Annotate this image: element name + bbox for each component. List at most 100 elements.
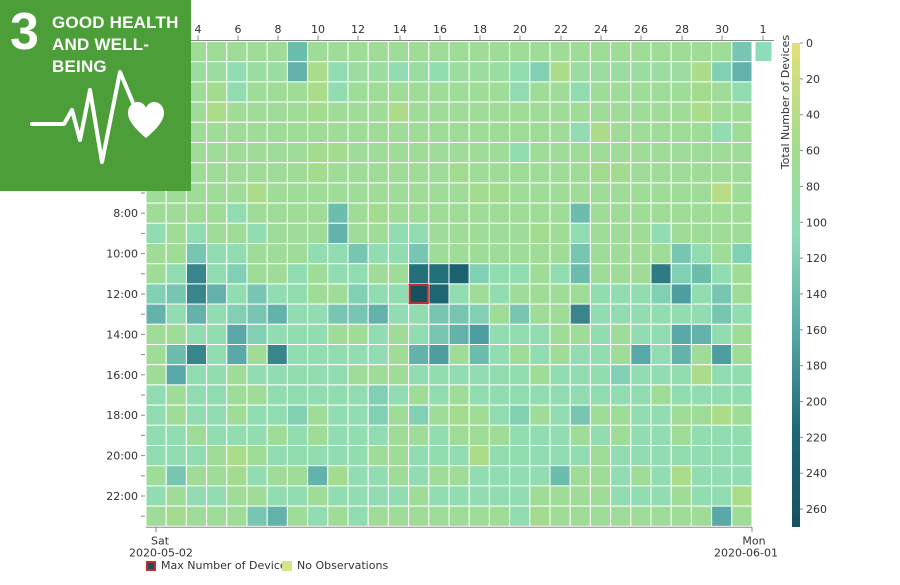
heatmap-cell <box>650 222 672 245</box>
heatmap-cell <box>327 61 349 83</box>
color-tick-label: 80 <box>806 180 820 193</box>
heatmap-cell <box>670 61 692 83</box>
heatmap-cell <box>286 323 309 345</box>
heatmap-cell <box>488 222 511 245</box>
heatmap-cell <box>589 202 612 224</box>
heatmap-cell <box>630 162 652 184</box>
heatmap-cell <box>206 323 228 345</box>
y-tick-label: 18:00 <box>106 409 138 422</box>
heatmap-cell <box>286 364 309 386</box>
heatmap-cell <box>226 182 248 204</box>
heatmap-cell <box>145 424 167 446</box>
heatmap-cell <box>165 303 187 325</box>
heatmap-cell <box>690 222 713 245</box>
heatmap-cell <box>690 162 713 184</box>
heatmap-cell <box>630 364 652 386</box>
heatmap-cell <box>670 364 692 386</box>
heatmap-cell <box>650 364 672 386</box>
heatmap-cell <box>711 323 733 345</box>
color-tick-label: 100 <box>806 216 827 229</box>
heatmap-cell <box>690 182 713 204</box>
heatmap-cell <box>549 323 571 345</box>
heatmap-cell <box>650 162 672 184</box>
heatmap-cell <box>185 283 208 305</box>
heatmap-cell <box>226 243 248 265</box>
heatmap-cell <box>367 384 389 406</box>
bottom-left-date-label: 2020-05-02 <box>129 546 193 559</box>
heatmap-cell <box>307 303 329 325</box>
heatmap-cell <box>307 222 329 245</box>
heatmap-cell <box>670 384 692 406</box>
heatmap-cell <box>266 384 288 406</box>
heatmap-cell <box>347 344 369 366</box>
heatmap-cell <box>731 283 753 305</box>
heatmap-cell <box>347 162 369 184</box>
heatmap-cell <box>650 404 672 426</box>
heatmap-cell <box>327 404 349 426</box>
heatmap-cell <box>690 61 713 83</box>
heatmap-cell <box>468 424 490 446</box>
heatmap-cell <box>711 404 733 426</box>
color-tick-label: 160 <box>806 324 827 337</box>
heatmap-cell <box>509 61 531 83</box>
heatmap-cell <box>630 81 652 103</box>
heatmap-cell <box>711 344 733 366</box>
logo-title-line2: AND WELL-BEING <box>52 35 150 76</box>
y-tick-label: 16:00 <box>106 369 138 382</box>
heatmap-cell <box>165 424 187 446</box>
top-tick-label: 4 <box>195 23 202 36</box>
heatmap-cell <box>549 222 571 245</box>
heatmap-cell <box>630 41 652 63</box>
y-tick-label: 12:00 <box>106 288 138 301</box>
heatmap-cell <box>549 263 571 285</box>
heatmap-cell <box>206 263 228 285</box>
top-tick-label: 20 <box>513 23 527 36</box>
heatmap-cell <box>387 142 410 164</box>
heatmap-cell <box>408 101 430 123</box>
heatmap-cell <box>690 465 713 487</box>
heatmap-cell <box>589 41 612 63</box>
heatmap-cell <box>630 323 652 345</box>
logo-title-line1: GOOD HEALTH <box>52 13 179 32</box>
heatmap-cell <box>428 222 450 245</box>
heatmap-cell <box>610 424 632 446</box>
heatmap-cell <box>670 344 692 366</box>
heatmap-cell <box>206 384 228 406</box>
heatmap-cell <box>549 81 571 103</box>
heatmap-cell <box>509 485 531 507</box>
heatmap-cell <box>367 222 389 245</box>
heatmap-cell <box>266 364 288 386</box>
heatmap-cell <box>367 364 389 386</box>
heatmap-cell <box>408 344 430 366</box>
heatmap-cell <box>650 202 672 224</box>
heatmap-cell <box>266 344 288 366</box>
heatmap-cell <box>569 101 591 123</box>
heatmap-cell <box>488 202 511 224</box>
top-tick-label: 16 <box>433 23 447 36</box>
heatmap-cell <box>246 142 268 164</box>
heatmap-cell <box>569 344 591 366</box>
y-tick-label: 14:00 <box>106 328 138 341</box>
color-tick-label: 40 <box>806 109 820 122</box>
heatmap-cell <box>529 465 551 487</box>
heatmap-cell <box>286 202 309 224</box>
heatmap-cell <box>367 323 389 345</box>
heatmap-cell <box>670 404 692 426</box>
heatmap-cell <box>448 344 470 366</box>
heatmap-cell <box>367 182 389 204</box>
heatmap-cell <box>468 404 490 426</box>
heatmap-cell <box>731 404 753 426</box>
heatmap-cell <box>387 162 410 184</box>
y-axis: 8:00 10:00 12:00 14:00 16:00 18:00 20:00 22:00 <box>106 51 145 517</box>
heatmap-cell <box>428 142 450 164</box>
heatmap-cell <box>488 445 511 467</box>
heatmap-cell <box>670 41 692 63</box>
heatmap-cell <box>206 485 228 507</box>
heatmap-cell <box>448 41 470 63</box>
heatmap-cell <box>630 61 652 83</box>
heatmap-cell <box>206 344 228 366</box>
heatmap-cell <box>549 101 571 123</box>
heatmap-cell <box>670 505 692 527</box>
heatmap-cell <box>610 465 632 487</box>
